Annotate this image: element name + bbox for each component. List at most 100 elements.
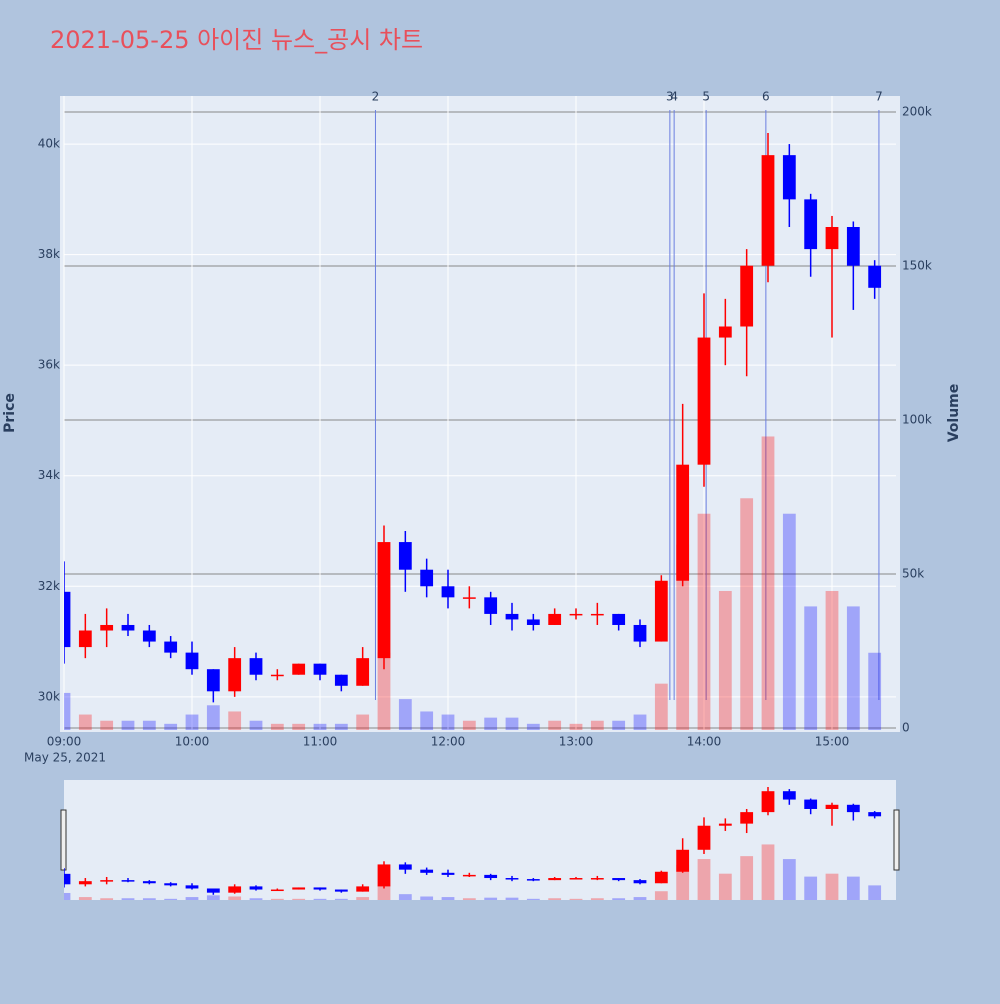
y-tick-label: 34k bbox=[38, 468, 60, 482]
event-label: 2 bbox=[372, 90, 380, 104]
volume-bar bbox=[548, 898, 562, 900]
candle-body bbox=[185, 652, 199, 670]
candle-body bbox=[64, 873, 71, 885]
volume-bar bbox=[697, 859, 711, 900]
volume-bar bbox=[718, 590, 732, 730]
volume-bar bbox=[825, 590, 839, 730]
event-label: 3 bbox=[666, 90, 674, 104]
candle-body bbox=[356, 658, 370, 686]
candle-body bbox=[100, 880, 114, 882]
volume-bar bbox=[142, 898, 156, 900]
x-tick-label: 09:00 bbox=[47, 735, 82, 749]
volume-bar bbox=[185, 897, 199, 900]
volume-bar bbox=[228, 711, 242, 730]
candle-body bbox=[100, 624, 114, 631]
volume-bar bbox=[64, 692, 71, 730]
candle-body bbox=[505, 878, 519, 880]
candle-body bbox=[377, 864, 391, 887]
candle-body bbox=[846, 227, 860, 266]
volume-bar bbox=[228, 896, 242, 900]
candle-body bbox=[740, 265, 754, 327]
candle-body bbox=[526, 619, 540, 625]
volume-bar bbox=[78, 714, 92, 730]
volume-bar bbox=[846, 606, 860, 730]
volume-bar bbox=[249, 898, 263, 900]
volume-bar bbox=[292, 723, 306, 730]
volume-bar bbox=[740, 498, 754, 730]
candle-body bbox=[64, 591, 71, 648]
y2-tick-label: 0 bbox=[902, 721, 910, 735]
candle-body bbox=[633, 624, 647, 642]
candle-body bbox=[292, 663, 306, 675]
slider-handle[interactable] bbox=[893, 809, 900, 871]
candle-body bbox=[377, 542, 391, 659]
x-date-label: May 25, 2021 bbox=[24, 751, 106, 765]
candle-body bbox=[121, 624, 135, 631]
candle-body bbox=[164, 641, 178, 653]
candle-body bbox=[164, 883, 178, 886]
y2-tick-label: 150k bbox=[902, 259, 932, 273]
candle-body bbox=[804, 199, 818, 250]
volume-bar bbox=[100, 898, 114, 900]
volume-bar bbox=[676, 864, 690, 900]
volume-bar bbox=[526, 723, 540, 730]
volume-bar bbox=[121, 898, 135, 900]
volume-bar bbox=[334, 723, 348, 730]
volume-bar bbox=[868, 652, 882, 730]
volume-bar bbox=[761, 844, 775, 900]
slider-handle[interactable] bbox=[60, 809, 67, 871]
volume-bar bbox=[398, 894, 412, 900]
candle-body bbox=[868, 812, 882, 817]
candle-body bbox=[356, 886, 370, 892]
volume-bar bbox=[633, 714, 647, 730]
candle-body bbox=[185, 885, 199, 889]
candle-body bbox=[78, 881, 92, 885]
candle-body bbox=[782, 155, 796, 200]
volume-bar bbox=[868, 885, 882, 900]
volume-bar bbox=[590, 720, 604, 730]
candle-body bbox=[761, 155, 775, 266]
volume-bar bbox=[676, 544, 690, 730]
candle-body bbox=[462, 597, 476, 599]
candle-body bbox=[398, 864, 412, 870]
candle-body bbox=[718, 823, 732, 826]
x-tick-label: 12:00 bbox=[431, 735, 466, 749]
x-tick-label: 14:00 bbox=[687, 735, 722, 749]
volume-bar bbox=[142, 720, 156, 730]
range-slider[interactable] bbox=[64, 780, 896, 900]
candle-body bbox=[292, 887, 306, 890]
y2-tick-label: 100k bbox=[902, 413, 932, 427]
volume-bar bbox=[270, 898, 284, 900]
candle-body bbox=[548, 613, 562, 625]
volume-bar bbox=[782, 859, 796, 900]
candle-body bbox=[78, 630, 92, 648]
volume-bar bbox=[804, 606, 818, 730]
volume-bar bbox=[548, 720, 562, 730]
candle-body bbox=[868, 265, 882, 288]
candle-body bbox=[825, 227, 839, 250]
volume-bar bbox=[825, 873, 839, 900]
candle-body bbox=[740, 812, 754, 824]
volume-bar bbox=[206, 895, 220, 900]
candle-body bbox=[334, 674, 348, 686]
volume-bar bbox=[420, 711, 434, 730]
candle-body bbox=[249, 886, 263, 890]
x-tick-label: 13:00 bbox=[559, 735, 594, 749]
chart-title: 2021-05-25 아이진 뉴스_공시 차트 bbox=[50, 26, 423, 54]
volume-bar bbox=[569, 898, 583, 900]
candle-body bbox=[548, 878, 562, 881]
volume-bar bbox=[100, 720, 114, 730]
y2-tick-label: 200k bbox=[902, 105, 932, 119]
candle-body bbox=[484, 597, 498, 614]
volume-bar bbox=[590, 898, 604, 900]
candle-body bbox=[612, 878, 626, 881]
volume-bar bbox=[249, 720, 263, 730]
event-label: 7 bbox=[875, 90, 883, 104]
candle-body bbox=[846, 804, 860, 813]
volume-bar bbox=[377, 885, 391, 900]
candle-body bbox=[206, 669, 220, 692]
volume-bar bbox=[441, 897, 455, 900]
candle-body bbox=[484, 874, 498, 879]
x-tick-label: 15:00 bbox=[815, 735, 850, 749]
